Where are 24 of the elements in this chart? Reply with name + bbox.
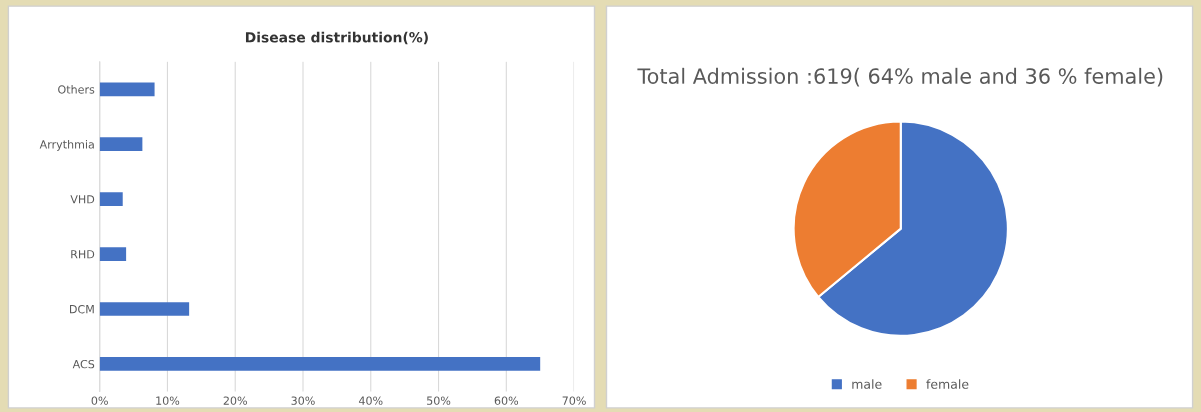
y-tick-label: RHD	[71, 250, 95, 259]
x-tick-label: 70%	[562, 396, 586, 405]
bar	[99, 137, 143, 152]
chart-title: Total Admission :619( 64% male and 36 % female)	[637, 67, 1163, 87]
x-tick-label: 20%	[223, 396, 247, 405]
y-tick-label: ACS	[72, 359, 95, 369]
legend-label: female	[926, 379, 969, 389]
bar	[99, 82, 155, 97]
y-tick-label: Arrythmia	[39, 139, 94, 151]
y-tick-label: VHD	[70, 195, 95, 204]
x-tick-label: 40%	[358, 396, 383, 405]
chart-title: Disease distribution(%)	[245, 31, 428, 45]
y-tick-label: DCM	[70, 304, 94, 314]
bar	[99, 357, 541, 371]
y-tick-label: Others	[58, 85, 95, 94]
bar	[99, 302, 190, 316]
x-tick-label: 60%	[494, 396, 519, 405]
x-tick-label: 0%	[91, 396, 108, 405]
x-tick-label: 10%	[156, 396, 180, 405]
bar	[99, 192, 123, 206]
x-tick-label: 50%	[427, 396, 451, 405]
x-tick-label: 30%	[291, 396, 315, 405]
bar	[99, 247, 127, 261]
legend-label: male	[852, 379, 882, 389]
